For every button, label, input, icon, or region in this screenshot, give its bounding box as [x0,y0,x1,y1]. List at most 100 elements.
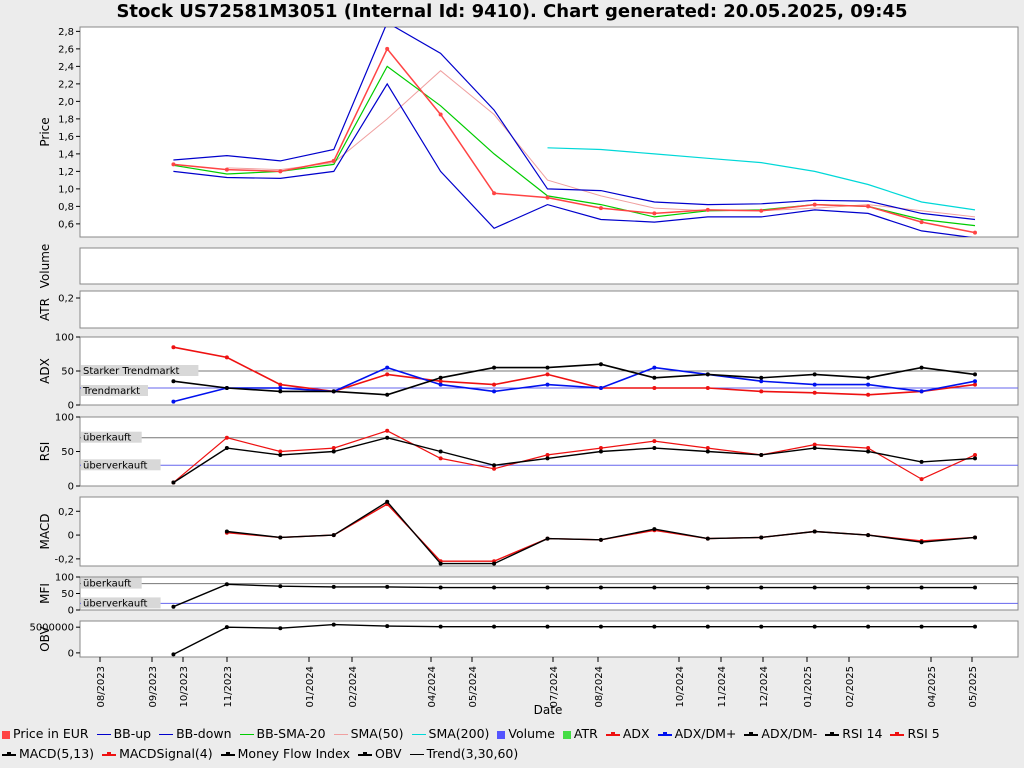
y-tick-label-adx: 50 [61,367,74,378]
point-adx-dm- [866,382,871,387]
y-tick-label-price: 2,2 [58,79,74,90]
legend-marker [830,731,835,736]
point-adx [385,372,390,377]
point-adx [973,382,977,387]
point-adx-dm- [919,365,924,370]
point-adx [278,382,283,387]
legend-label: BB-down [176,726,232,741]
point-price-in-eur [492,191,497,196]
point-rsi-5 [385,428,390,433]
legend-swatch [497,730,506,739]
y-tick-label-price: 2,4 [58,62,74,73]
point-adx [492,382,497,387]
point-money-flow-index [652,585,657,590]
point-adx-dm- [545,365,550,370]
y-axis-label-atr: ATR [38,298,52,321]
legend-label: SMA(200) [428,726,490,741]
y-tick-label-rsi: 100 [55,413,74,424]
legend-item: ADX/DM+ [657,724,737,744]
legend-label: RSI 14 [842,726,883,741]
legend-item: ATR [562,724,598,744]
legend-item: Volume [497,724,555,744]
annotation-mfi: überkauft [83,579,131,590]
point-macd-5-13- [545,536,550,541]
y-tick-label-price: 0,6 [58,219,74,230]
point-price-in-eur [759,208,764,213]
point-money-flow-index [171,604,176,609]
legend-item: OBV [357,744,402,764]
x-tick-label: 08/2024 [594,666,605,708]
point-money-flow-index [598,585,603,590]
point-obv [171,652,176,657]
legend-item: RSI 5 [890,724,940,744]
point-adx-dm- [278,386,283,390]
legend-swatch [744,731,759,736]
point-obv [278,626,283,631]
point-adx-dm- [171,399,176,404]
point-price-in-eur [278,169,283,174]
point-obv [919,624,924,629]
legend-label: ADX [622,726,650,741]
series-adx-dm- [173,366,976,403]
point-macd-5-13- [812,529,817,534]
point-rsi-14 [652,446,657,451]
x-tick-label: 02/2024 [348,666,359,708]
point-adx-dm- [812,382,817,387]
point-adx-dm- [331,389,336,394]
chart-title: Stock US72581M3051 (Internal Id: 9410). … [116,1,908,22]
point-money-flow-index [224,582,229,587]
annotation-box-rsi-1 [81,459,161,471]
point-obv [331,622,336,627]
y-axis-label-mfi: MFI [38,583,52,604]
legend-item: Trend(3,30,60) [409,744,519,764]
point-adx-dm- [492,389,497,394]
point-adx [224,355,229,360]
point-adx-dm- [224,386,229,390]
y-axis-label-rsi: RSI [38,442,52,462]
point-rsi-14 [598,449,603,454]
legend-label: MACD(5,13) [19,746,95,761]
point-adx-dm- [919,389,924,394]
point-rsi-14 [973,456,977,461]
point-obv [973,624,977,629]
legend-label: ADX/DM+ [674,726,737,741]
x-tick-label: 05/2024 [468,666,479,708]
annotation-box-mfi-0 [81,577,142,589]
series-obv [173,623,975,656]
legend-marker [225,751,230,756]
point-obv [385,624,390,629]
point-rsi-14 [171,480,176,485]
point-rsi-14 [224,446,229,451]
point-macd-5-13- [759,535,764,540]
point-money-flow-index [331,584,336,589]
panel-mfi [79,576,1019,611]
point-rsi-5 [919,477,924,482]
point-adx-dm- [278,389,283,394]
legend-label: RSI 5 [907,726,940,741]
point-obv [438,624,443,629]
x-tick-label: 08/2023 [96,666,107,708]
legend-label: BB-up [113,726,152,741]
point-money-flow-index [866,585,871,590]
point-price-in-eur [919,220,924,225]
point-money-flow-index [705,585,710,590]
point-rsi-5 [705,446,710,451]
point-adx-dm- [171,379,176,384]
legend-label: Money Flow Index [237,746,350,761]
point-rsi-5 [598,446,603,451]
point-macd-5-13- [652,527,657,532]
point-price-in-eur [438,112,443,117]
legend-swatch [159,733,174,736]
legend-label: Trend(3,30,60) [426,746,519,761]
chart-svg: Price Volume ATR ADX RSI MACD MFI OBV 0,6 0,8 1,0 1… [29,26,1019,717]
point-adx [652,386,657,390]
point-obv [812,624,817,629]
point-price-in-eur [171,162,176,167]
point-rsi-5 [652,439,657,444]
point-adx-dm- [812,372,817,377]
point-adx [759,389,764,394]
point-price-in-eur [385,46,390,51]
point-adx-dm- [759,375,764,380]
legend-marker [662,731,667,736]
y-tick-label-price: 2,8 [58,27,74,38]
